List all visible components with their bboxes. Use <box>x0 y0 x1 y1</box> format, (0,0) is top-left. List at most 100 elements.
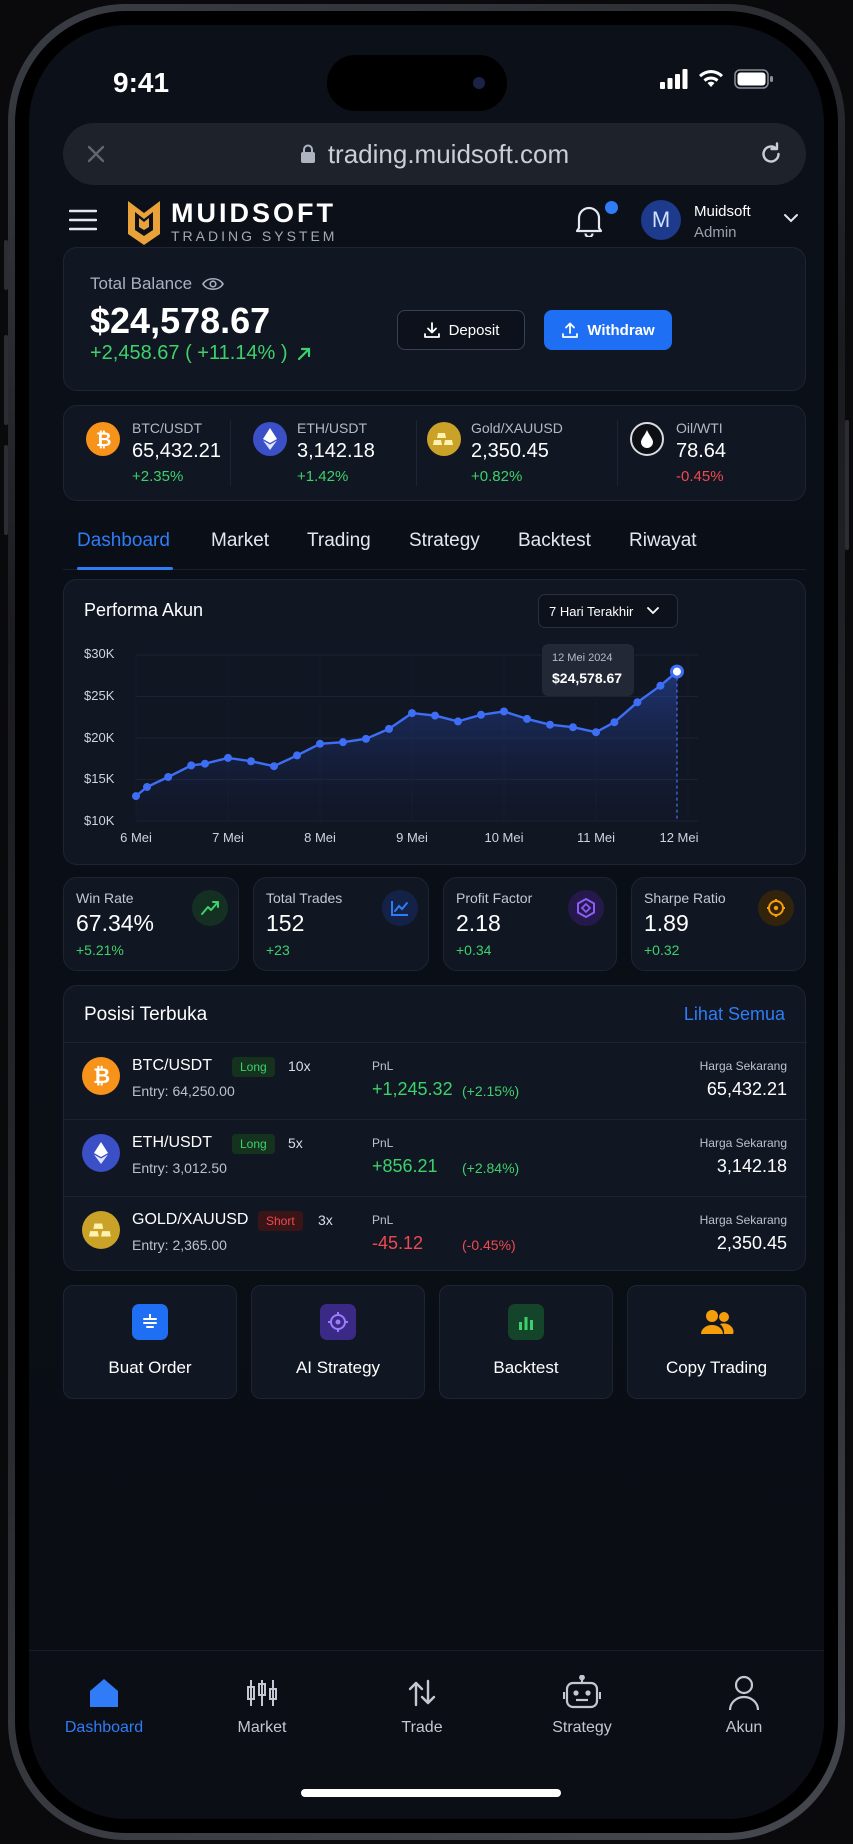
stat-change: +0.34 <box>456 942 492 958</box>
data-point <box>247 757 255 766</box>
stat-value: 1.89 <box>644 910 689 936</box>
power-button[interactable] <box>845 420 849 550</box>
ticker-change: +1.42% <box>297 468 349 485</box>
position-row[interactable]: ETH/USDT Long 5x Entry: 3,012.50 PnL +85… <box>64 1119 807 1195</box>
chevron-down-icon <box>647 607 660 615</box>
svg-text:₿: ₿ <box>93 1064 110 1088</box>
nav-label: Trade <box>401 1719 443 1736</box>
home-indicator[interactable] <box>301 1789 561 1797</box>
tab-backtest[interactable]: Backtest <box>518 530 591 551</box>
stat-card-win-rate[interactable]: Win Rate 67.34% +5.21% <box>63 877 239 971</box>
stat-card-profit-factor[interactable]: Profit Factor 2.18 +0.34 <box>443 877 617 971</box>
nav-market[interactable]: Market <box>207 1671 317 1737</box>
chart-title: Performa Akun <box>84 600 204 620</box>
position-pair: BTC/USDT <box>132 1057 212 1074</box>
bell-icon[interactable] <box>573 203 605 237</box>
data-point <box>454 717 462 726</box>
ticker-pair: ETH/USDT <box>297 420 367 436</box>
buat-order-button[interactable]: Buat Order <box>63 1285 237 1399</box>
current-price: 65,432.21 <box>706 1079 787 1099</box>
ticker-oil[interactable]: Oil/WTI 78.64 -0.45% <box>618 406 806 500</box>
action-button[interactable] <box>4 240 8 290</box>
chevron-down-icon[interactable] <box>783 212 799 224</box>
stat-label: Profit Factor <box>456 890 533 906</box>
phone-frame: 9:41 trading.muidsoft.com MUIDSOFT TRADI… <box>8 4 845 1840</box>
gold-icon <box>82 1211 120 1249</box>
data-point <box>132 792 140 801</box>
stat-value: 67.34% <box>76 910 155 936</box>
x-tick: 12 Mei <box>659 830 699 845</box>
bitcoin-icon: ₿ <box>86 422 120 456</box>
leverage: 3x <box>318 1212 333 1228</box>
performance-chart[interactable] <box>64 580 807 866</box>
tab-dashboard[interactable]: Dashboard <box>77 530 170 551</box>
ticker-gold[interactable]: Gold/XAUUSD 2,350.45 +0.82% <box>417 406 617 500</box>
position-pair: GOLD/XAUUSD <box>132 1211 249 1228</box>
area-fill <box>136 671 677 821</box>
x-tick: 9 Mei <box>396 830 428 845</box>
price-label: Harga Sekarang <box>699 1213 787 1227</box>
nav-akun[interactable]: Akun <box>689 1671 799 1737</box>
target-icon <box>758 890 794 926</box>
ticker-btc[interactable]: ₿ BTC/USDT 65,432.21 +2.35% <box>64 406 254 500</box>
tab-riwayat[interactable]: Riwayat <box>629 530 697 551</box>
tab-trading[interactable]: Trading <box>307 530 371 551</box>
gold-icon <box>427 422 461 456</box>
pnl-value: -45.12 <box>372 1233 424 1253</box>
stat-card-sharpe-ratio[interactable]: Sharpe Ratio 1.89 +0.32 <box>631 877 806 971</box>
price-label: Harga Sekarang <box>699 1059 787 1073</box>
backtest-button[interactable]: Backtest <box>439 1285 613 1399</box>
open-positions-card: Posisi Terbuka Lihat Semua ₿ BTC/USDT Lo… <box>63 985 807 1272</box>
status-time: 9:41 <box>113 67 170 98</box>
ethereum-icon <box>253 422 287 456</box>
current-price: 3,142.18 <box>716 1156 787 1176</box>
nav-trade[interactable]: Trade <box>367 1671 477 1737</box>
data-point <box>143 782 152 791</box>
tab-market[interactable]: Market <box>211 530 270 551</box>
data-point <box>187 761 196 770</box>
x-tick: 10 Mei <box>484 830 524 845</box>
position-row[interactable]: GOLD/XAUUSD Short 3x Entry: 2,365.00 PnL… <box>64 1196 807 1272</box>
reload-icon[interactable] <box>756 139 786 169</box>
lock-icon <box>300 144 315 163</box>
eye-icon[interactable] <box>202 277 225 291</box>
leverage: 10x <box>288 1058 311 1074</box>
ai-strategy-button[interactable]: AI Strategy <box>251 1285 425 1399</box>
data-point <box>164 773 173 782</box>
nav-dashboard[interactable]: Dashboard <box>49 1671 159 1737</box>
ticker-eth[interactable]: ETH/USDT 3,142.18 +1.42% <box>231 406 421 500</box>
brand-subtitle: TRADING SYSTEM <box>171 228 338 244</box>
nav-strategy[interactable]: Strategy <box>527 1671 637 1737</box>
bitcoin-icon: ₿ <box>82 1057 120 1095</box>
logo[interactable]: MUIDSOFT TRADING SYSTEM <box>127 198 337 246</box>
url-bar[interactable]: trading.muidsoft.com <box>63 123 806 185</box>
deposit-button[interactable]: Deposit <box>397 310 525 350</box>
volume-down-button[interactable] <box>4 445 8 535</box>
avatar[interactable]: M <box>641 200 681 240</box>
download-icon <box>423 322 440 338</box>
close-icon[interactable] <box>81 139 111 169</box>
data-point <box>362 734 370 743</box>
positions-title: Posisi Terbuka <box>84 1004 208 1025</box>
menu-icon[interactable] <box>69 209 97 231</box>
status-icons <box>660 69 774 89</box>
withdraw-button[interactable]: Withdraw <box>544 310 672 350</box>
pnl-label: PnL <box>372 1059 394 1073</box>
nav-label: Market <box>237 1719 287 1736</box>
copy-trading-button[interactable]: Copy Trading <box>627 1285 806 1399</box>
tab-strategy[interactable]: Strategy <box>409 530 480 551</box>
stat-label: Win Rate <box>76 890 134 906</box>
position-row[interactable]: ₿ BTC/USDT Long 10x Entry: 64,250.00 PnL… <box>64 1042 807 1118</box>
url-text[interactable]: trading.muidsoft.com <box>300 139 569 170</box>
pnl-value: +1,245.32 <box>372 1079 453 1099</box>
see-all-link[interactable]: Lihat Semua <box>683 1004 785 1024</box>
range-select[interactable]: 7 Hari Terakhir <box>538 594 678 628</box>
stat-card-total-trades[interactable]: Total Trades 152 +23 <box>253 877 429 971</box>
pnl-label: PnL <box>372 1213 394 1227</box>
volume-up-button[interactable] <box>4 335 8 425</box>
tab-divider <box>63 569 806 570</box>
balance-card: Total Balance $24,578.67 +2,458.67 ( +11… <box>63 247 806 391</box>
pnl-percent: (-0.45%) <box>462 1237 516 1253</box>
position-pair: ETH/USDT <box>132 1134 212 1151</box>
balance-label-row: Total Balance <box>90 274 225 294</box>
